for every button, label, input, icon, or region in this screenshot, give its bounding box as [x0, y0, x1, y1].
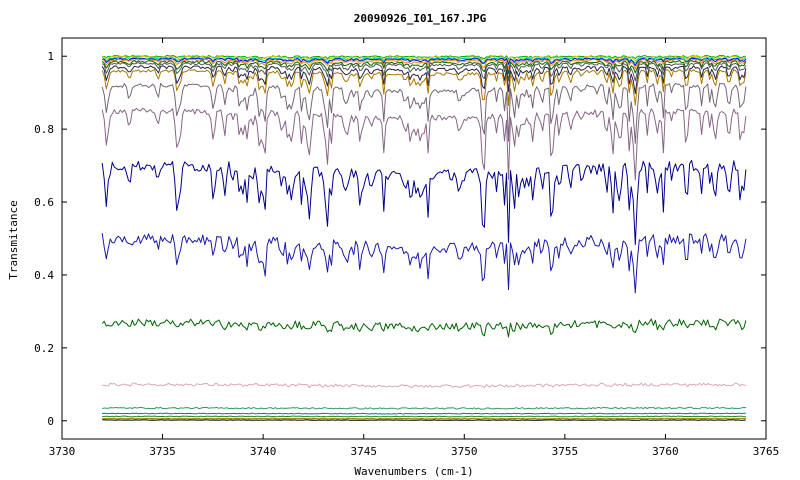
- x-axis: 3730 3735 3740 3745 3750 3755 3760 3765: [49, 38, 780, 458]
- x-tick-label: 3765: [753, 445, 780, 458]
- y-tick-label: 0.6: [34, 196, 54, 209]
- y-tick-label: 0.2: [34, 342, 54, 355]
- series-line-18: [102, 415, 746, 418]
- x-tick-label: 3735: [149, 445, 176, 458]
- series-line-15: [102, 382, 746, 389]
- x-tick-label: 3745: [350, 445, 377, 458]
- chart-title: 20090926_I01_167.JPG: [354, 12, 487, 25]
- plot-frame: [61, 37, 767, 440]
- series-line-10: [101, 83, 747, 144]
- series-line-13: [101, 233, 747, 294]
- series-layer: [101, 55, 747, 421]
- series-line-8: [101, 65, 747, 95]
- series-line-14: [101, 318, 747, 338]
- x-tick-label: 3760: [652, 445, 679, 458]
- y-tick-label: 0.8: [34, 123, 54, 136]
- y-tick-label: 0: [47, 415, 54, 428]
- series-line-9: [101, 69, 747, 106]
- series-line-1: [102, 55, 746, 60]
- x-axis-label: Wavenumbers (cm-1): [354, 465, 473, 478]
- series-line-4: [102, 57, 747, 66]
- series-line-17: [102, 412, 746, 415]
- x-tick-label: 3755: [552, 445, 579, 458]
- series-line-7: [101, 62, 747, 82]
- x-tick-label: 3740: [250, 445, 277, 458]
- series-line-6: [101, 60, 747, 74]
- series-line-5: [101, 58, 747, 70]
- y-axis: 0 0.2 0.4 0.6 0.8 1: [34, 50, 766, 428]
- series-line-19: [102, 417, 746, 420]
- series-line-11: [101, 107, 747, 181]
- series-line-16: [102, 406, 746, 410]
- y-tick-label: 0.4: [34, 269, 54, 282]
- y-tick-label: 1: [47, 50, 54, 63]
- x-tick-label: 3750: [451, 445, 478, 458]
- y-axis-label: Transmitance: [7, 200, 20, 279]
- x-tick-label: 3730: [49, 445, 76, 458]
- series-line-12: [101, 159, 747, 246]
